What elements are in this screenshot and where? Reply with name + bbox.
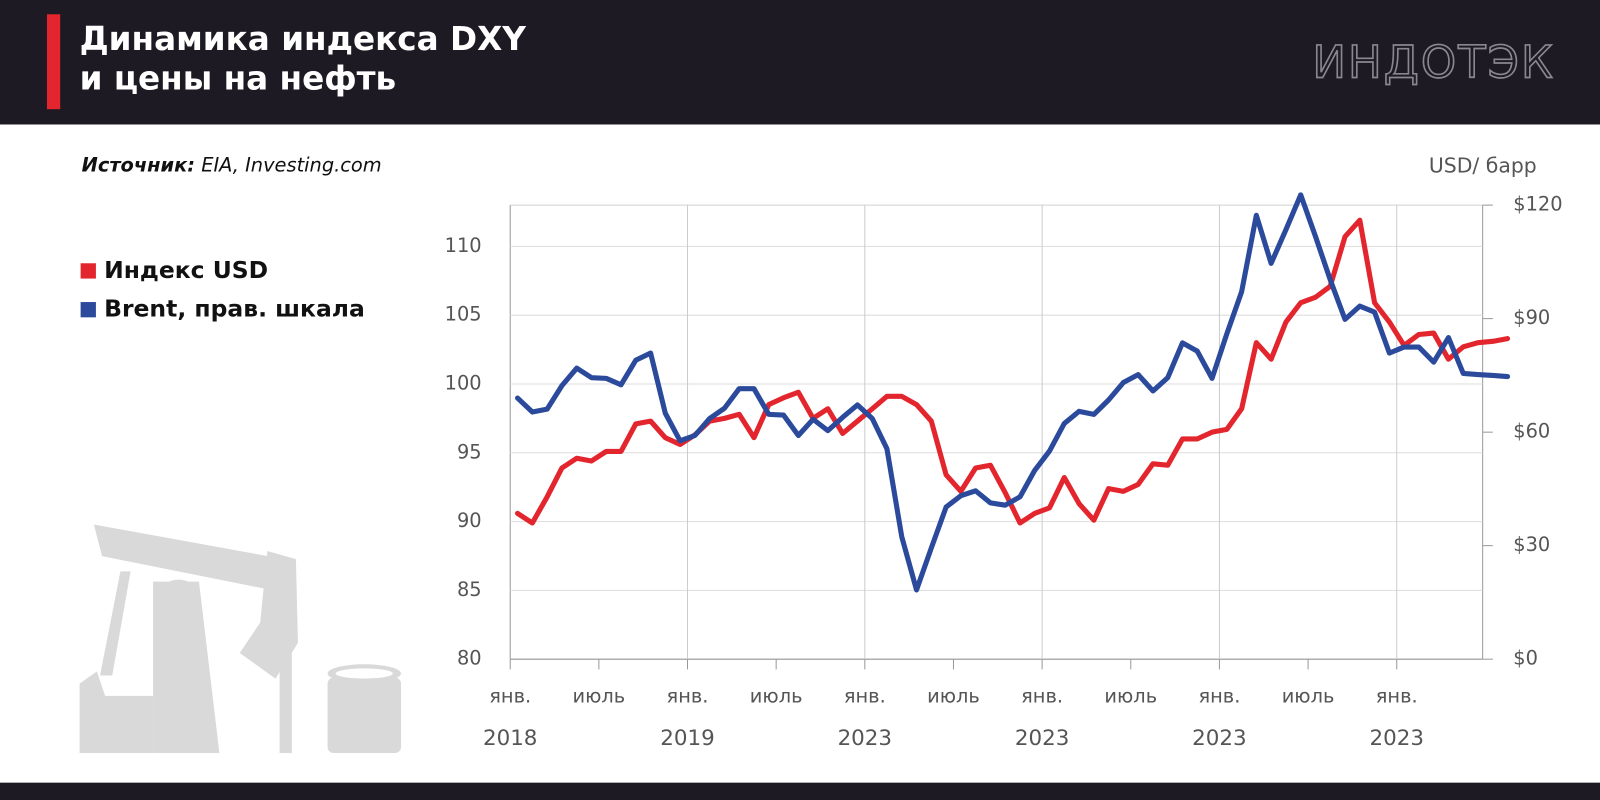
- x-group-label: 2019: [660, 726, 714, 751]
- legend-label: Brent, прав. шкала: [104, 295, 365, 323]
- x-tick-label: янв.: [1376, 684, 1418, 707]
- series-line: [515, 217, 1511, 526]
- y-tick-label: 105: [445, 303, 482, 326]
- x-group-label: 2023: [1015, 726, 1069, 751]
- x-tick-label: июль: [927, 684, 980, 707]
- barrel-top: [335, 668, 393, 679]
- y-tick-label: 85: [457, 578, 482, 601]
- x-tick-label: янв.: [667, 684, 709, 707]
- source-text: EIA, Investing.com: [201, 153, 381, 176]
- x-tick-label: июль: [572, 684, 625, 707]
- x-tick-label: янв.: [489, 684, 531, 707]
- y-tick-label: 95: [457, 440, 482, 463]
- y2-tick-label: $0: [1513, 647, 1538, 670]
- y2-tick-label: $60: [1513, 420, 1550, 443]
- y2-tick-label: $120: [1513, 193, 1562, 216]
- footer-bar: [0, 782, 1600, 800]
- x-tick-label: янв.: [1021, 684, 1063, 707]
- legend-label: Индекс USD: [104, 256, 268, 284]
- y2-tick-label: $30: [1513, 533, 1550, 556]
- source-label: Источник:: [82, 153, 195, 176]
- x-tick-label: июль: [750, 684, 803, 707]
- x-group-label: 2023: [1192, 726, 1246, 751]
- chart-title: и цены на нефть: [80, 60, 397, 98]
- x-group-label: 2023: [838, 726, 892, 751]
- source: Источник: EIA, Investing.com: [82, 153, 382, 176]
- x-tick-label: июль: [1282, 684, 1335, 707]
- x-group-label: 2018: [483, 726, 537, 751]
- y-tick-label: 80: [457, 647, 482, 670]
- header-accent: [46, 14, 61, 110]
- y-tick-label: 110: [445, 234, 482, 257]
- y-tick-label: 100: [445, 371, 482, 394]
- x-tick-label: янв.: [1198, 684, 1240, 707]
- x-group-label: 2023: [1369, 726, 1423, 751]
- x-tick-label: июль: [1104, 684, 1157, 707]
- legend-swatch: [80, 263, 96, 279]
- pump-icon: [79, 524, 402, 754]
- header-bar: [0, 0, 1600, 125]
- y-tick-label: 90: [457, 509, 482, 532]
- chart-title: Динамика индекса DXY: [80, 20, 527, 58]
- y2-tick-label: $90: [1513, 306, 1550, 329]
- series-line: [515, 192, 1511, 593]
- y2-axis-title: USD/ барр: [1429, 153, 1537, 177]
- logo: ИНДОТЭК: [1312, 35, 1555, 88]
- x-tick-label: янв.: [844, 684, 886, 707]
- legend-swatch: [80, 302, 96, 318]
